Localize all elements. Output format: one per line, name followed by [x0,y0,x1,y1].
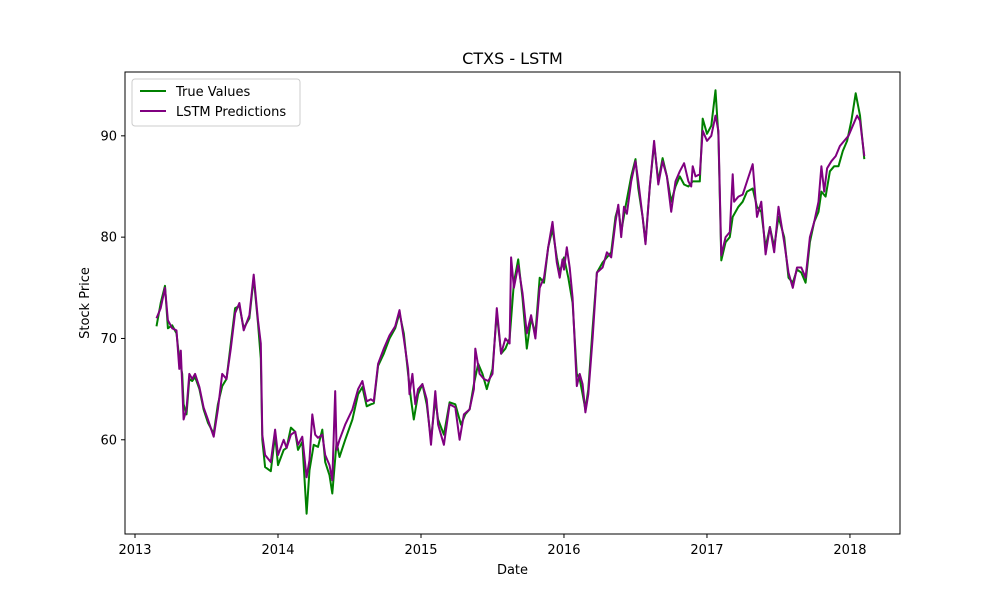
legend: True Values LSTM Predictions [131,78,301,127]
x-tick-label: 2016 [547,543,580,558]
y-tick-label: 80 [100,231,117,246]
legend-label-lstm-predictions: LSTM Predictions [176,105,286,120]
x-tick-label: 2015 [404,543,437,558]
legend-box [131,78,301,127]
plot-area-frame [124,71,901,535]
legend-label-true-values: True Values [175,85,250,100]
x-tick-label: 2014 [261,543,294,558]
x-axis-label: Date [497,563,528,578]
x-tick-label: 2017 [690,543,723,558]
x-axis-ticks: 2013 2014 2015 2016 2017 2018 [118,534,867,558]
y-axis-label: Stock Price [78,267,93,339]
y-tick-label: 60 [100,433,117,448]
y-tick-label: 70 [100,332,117,347]
x-tick-label: 2018 [833,543,866,558]
chart-title: CTXS - LSTM [462,49,563,68]
y-axis-ticks: 60 70 80 90 [100,129,125,448]
x-tick-label: 2013 [118,543,151,558]
series-line-lstm-predictions [155,114,866,482]
plot-series-group [155,89,866,515]
y-tick-label: 90 [100,129,117,144]
